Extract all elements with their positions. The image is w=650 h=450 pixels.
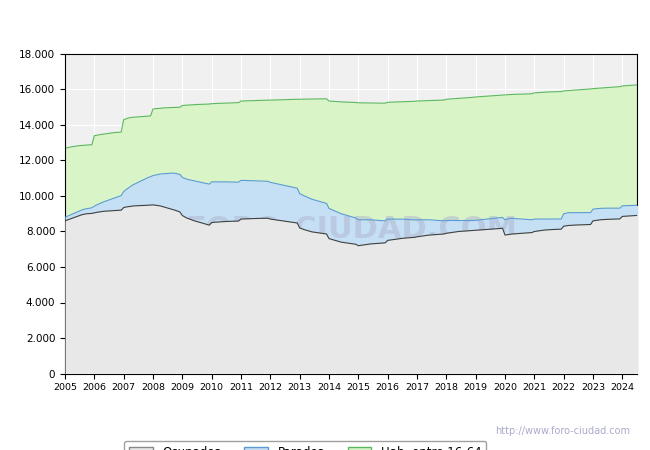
Text: FORO-CIUDAD.COM: FORO-CIUDAD.COM bbox=[185, 215, 517, 244]
Text: http://www.foro-ciudad.com: http://www.foro-ciudad.com bbox=[495, 427, 630, 436]
Legend: Ocupados, Parados, Hab. entre 16-64: Ocupados, Parados, Hab. entre 16-64 bbox=[124, 441, 486, 450]
Text: Castellar del Vallès - Evolucion de la poblacion en edad de Trabajar Mayo de 202: Castellar del Vallès - Evolucion de la p… bbox=[68, 17, 582, 30]
